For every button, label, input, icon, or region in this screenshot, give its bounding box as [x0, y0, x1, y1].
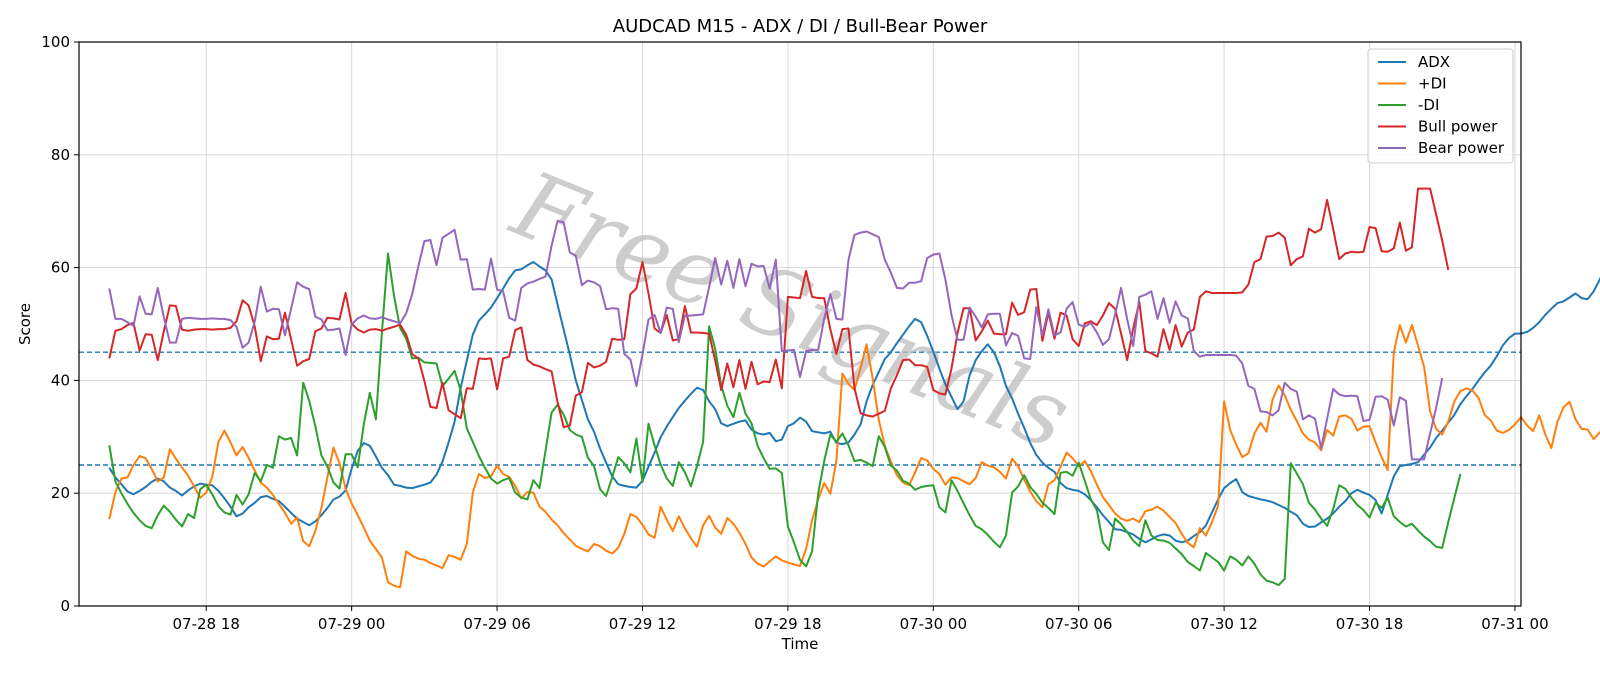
y-tick-label: 0 [60, 597, 70, 615]
y-tick-label: 20 [51, 484, 70, 502]
x-tick-label: 07-30 06 [1045, 615, 1112, 633]
y-axis-label: Score [16, 303, 34, 345]
x-axis-label: Time [781, 635, 819, 653]
x-tick-label: 07-30 18 [1336, 615, 1403, 633]
reference-lines [79, 351, 1521, 466]
legend-label: Bull power [1418, 118, 1498, 136]
legend-box [1367, 48, 1514, 164]
y-tick-label: 100 [41, 33, 70, 51]
x-tick-label: 07-28 18 [173, 615, 240, 633]
y-axis: 0 20 40 60 80 100 [41, 33, 79, 615]
legend-label: -DI [1418, 96, 1439, 114]
series-line--di [108, 324, 1600, 589]
chart-title: AUDCAD M15 - ADX / DI / Bull-Bear Power [613, 16, 988, 37]
legend-label: Bear power [1418, 139, 1505, 157]
series-line-adx [108, 261, 1600, 544]
y-tick-label: 80 [51, 146, 70, 164]
grid [79, 41, 1521, 607]
y-tick-label: 40 [51, 371, 70, 389]
x-tick-label: 07-29 06 [463, 615, 530, 633]
legend: ADX +DI -DI Bull power Bear power [1367, 48, 1514, 164]
x-tick-label: 07-29 18 [754, 615, 821, 633]
legend-label: +DI [1418, 75, 1447, 93]
series-line-bull-power [108, 187, 1450, 429]
series-line--di [108, 252, 1462, 587]
x-tick-label: 07-30 12 [1190, 615, 1257, 633]
series-line-bear-power [108, 219, 1444, 461]
x-tick-label: 07-29 12 [609, 615, 676, 633]
plot-frame [78, 41, 1522, 607]
legend-label: ADX [1418, 53, 1450, 71]
y-tick-label: 60 [51, 259, 70, 277]
x-tick-label: 07-29 00 [318, 615, 385, 633]
x-axis: 07-28 18 07-29 00 07-29 06 07-29 12 07-29 18… [173, 606, 1549, 633]
x-tick-label: 07-30 00 [900, 615, 967, 633]
x-tick-label: 07-31 00 [1481, 615, 1548, 633]
series-lines [108, 187, 1600, 589]
